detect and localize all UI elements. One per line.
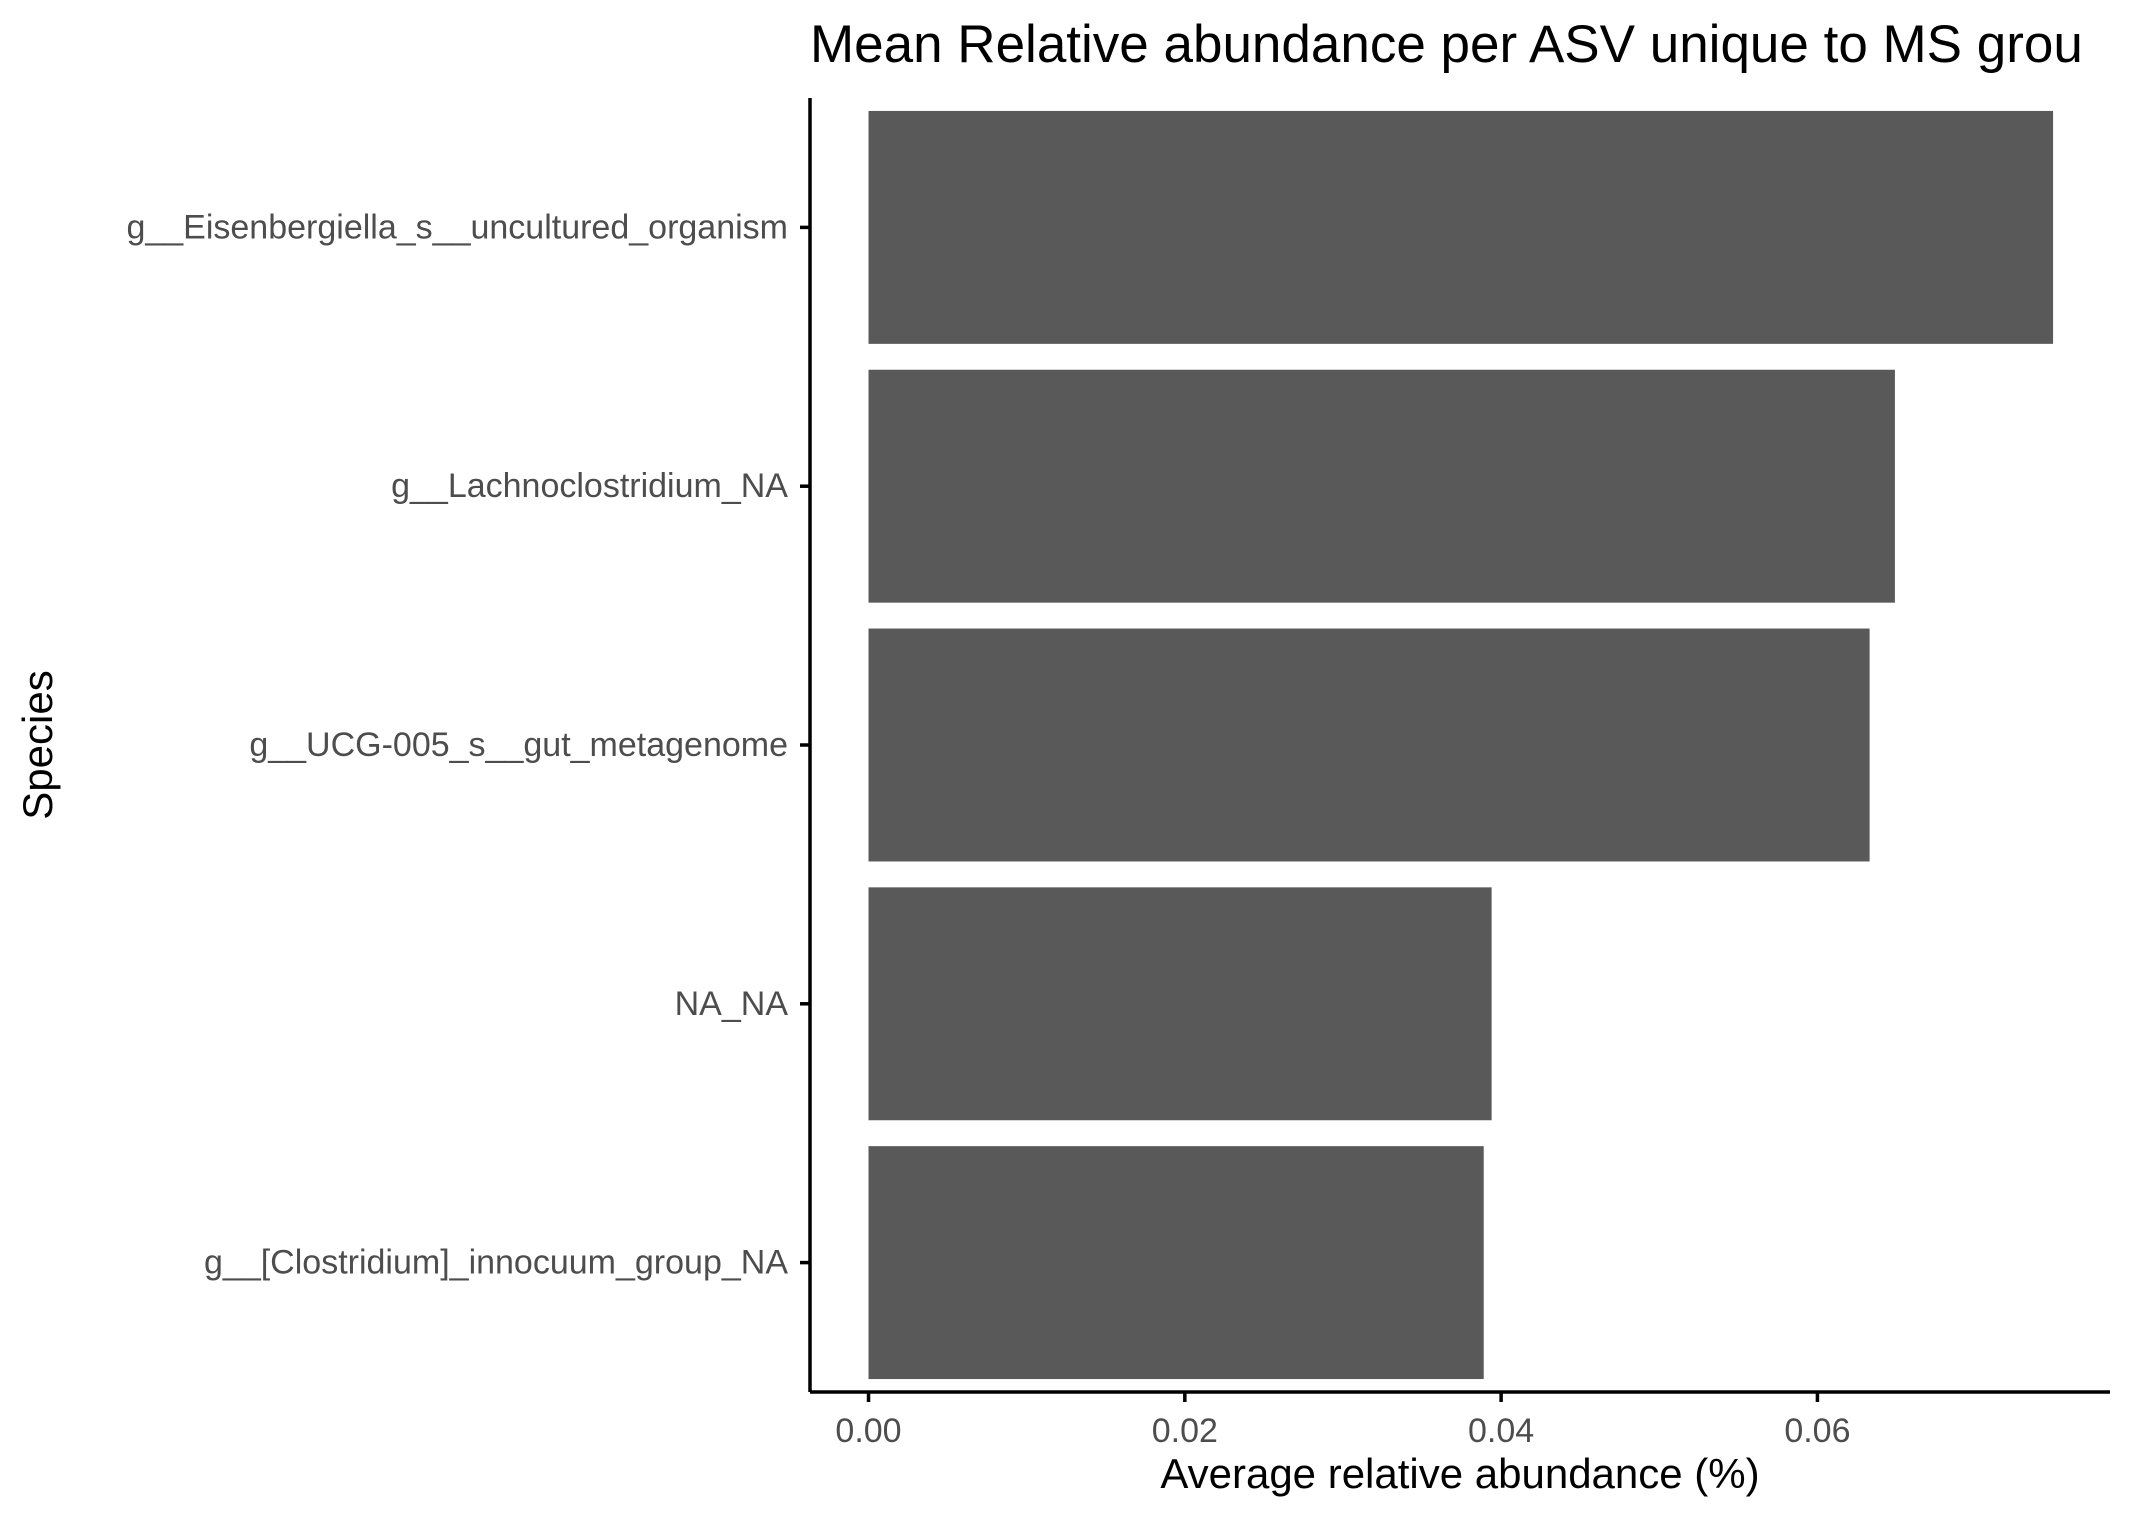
- y-ticks-layer: g__Eisenbergiella_s__uncultured_organism…: [126, 208, 810, 1282]
- x-tick-label: 0.02: [1152, 1412, 1218, 1450]
- bar-4: [868, 887, 1492, 1121]
- y-tick-label: g__Lachnoclostridium_NA: [391, 467, 788, 505]
- y-axis-title: Species: [14, 670, 61, 819]
- y-tick-label: g__Eisenbergiella_s__uncultured_organism: [126, 208, 788, 246]
- x-ticks-layer: 0.00 0.02 0.04 0.06: [835, 1392, 1851, 1450]
- bar-5: [868, 1146, 1484, 1380]
- bars-layer: [868, 110, 2054, 1380]
- bar-3: [868, 628, 1870, 862]
- x-axis-title: Average relative abundance (%): [1160, 1450, 1759, 1497]
- bar-2: [868, 369, 1895, 603]
- x-tick-label: 0.00: [835, 1412, 901, 1450]
- y-tick-label: g__[Clostridium]_innocuum_group_NA: [204, 1244, 788, 1282]
- chart-title: Mean Relative abundance per ASV unique t…: [810, 15, 2083, 74]
- x-tick-label: 0.06: [1784, 1412, 1850, 1450]
- y-tick-label: g__UCG-005_s__gut_metagenome: [249, 726, 788, 764]
- bar-1: [868, 110, 2054, 344]
- x-tick-label: 0.04: [1468, 1412, 1534, 1450]
- y-tick-label: NA_NA: [675, 985, 789, 1023]
